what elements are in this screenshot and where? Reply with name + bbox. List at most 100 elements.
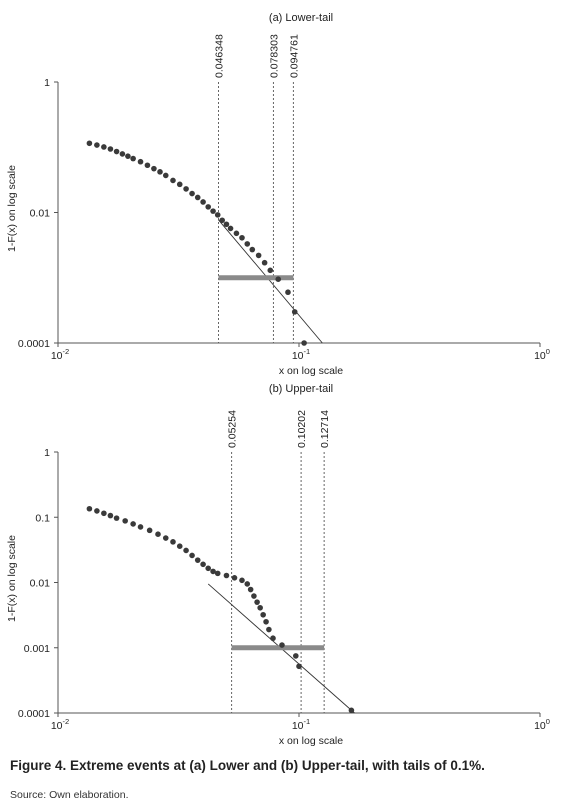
tail-band xyxy=(231,645,325,651)
data-point xyxy=(247,586,254,593)
data-point xyxy=(86,140,93,147)
x-axis-label: x on log scale xyxy=(279,365,343,377)
data-point xyxy=(155,531,161,537)
x-tick-label: 10-2 xyxy=(51,717,69,732)
data-point xyxy=(348,707,355,714)
data-point xyxy=(194,557,201,563)
y-tick-label: 0.01 xyxy=(30,208,51,220)
x-tick-label: 100 xyxy=(534,347,550,362)
data-point xyxy=(162,172,169,179)
data-point xyxy=(261,259,268,266)
data-point xyxy=(267,267,274,274)
data-point xyxy=(293,653,299,659)
data-point xyxy=(107,146,114,152)
data-point xyxy=(130,521,136,527)
data-point xyxy=(86,505,93,512)
x-tick-label: 100 xyxy=(534,717,550,732)
data-point xyxy=(205,565,212,572)
threshold-label: 0.046348 xyxy=(214,34,226,78)
data-point xyxy=(239,577,245,584)
data-point xyxy=(151,165,157,172)
data-point xyxy=(210,568,216,575)
threshold-label: 0.094761 xyxy=(288,34,300,78)
data-point xyxy=(137,524,144,530)
data-point xyxy=(227,225,234,232)
data-point xyxy=(189,190,195,197)
data-point xyxy=(223,572,230,579)
y-tick-label: 1 xyxy=(44,447,50,459)
data-point xyxy=(113,148,120,155)
data-point xyxy=(285,289,291,296)
data-point xyxy=(107,512,114,519)
data-point xyxy=(130,155,136,162)
data-point xyxy=(244,581,251,587)
data-point xyxy=(119,151,126,157)
data-point xyxy=(200,199,206,205)
x-tick-label: 10-1 xyxy=(292,347,310,362)
tail-band xyxy=(218,275,294,281)
data-point xyxy=(214,570,221,577)
chart-title: (b) Upper-tail xyxy=(269,383,333,395)
data-point xyxy=(157,169,163,175)
data-point xyxy=(255,252,262,259)
data-point xyxy=(94,508,100,514)
data-point xyxy=(270,635,276,642)
data-point xyxy=(113,515,120,521)
data-point xyxy=(200,561,206,568)
data-point xyxy=(194,194,201,201)
data-point xyxy=(244,241,251,247)
threshold-label: 0.12714 xyxy=(319,410,331,448)
data-point xyxy=(101,510,107,517)
data-point xyxy=(260,611,266,618)
data-point xyxy=(275,276,282,283)
y-tick-label: 0.0001 xyxy=(18,708,50,720)
data-point xyxy=(162,535,169,541)
data-point xyxy=(210,208,216,214)
data-point xyxy=(176,543,183,550)
y-tick-label: 0.1 xyxy=(35,512,50,524)
data-point xyxy=(146,527,153,534)
data-point xyxy=(101,144,107,150)
data-point xyxy=(219,217,225,224)
data-point xyxy=(125,153,131,159)
data-point xyxy=(266,626,272,633)
data-point xyxy=(183,186,189,192)
data-point xyxy=(254,599,260,605)
data-point xyxy=(279,642,285,648)
data-point xyxy=(263,618,269,625)
x-axis-label: x on log scale xyxy=(279,735,343,747)
x-tick-label: 10-2 xyxy=(51,347,69,362)
data-point xyxy=(223,221,230,228)
data-point xyxy=(301,340,307,346)
data-point xyxy=(183,547,189,554)
data-point xyxy=(94,142,100,148)
threshold-label: 0.10202 xyxy=(296,410,308,448)
data-point xyxy=(170,539,176,545)
data-point xyxy=(257,604,263,611)
y-tick-label: 0.001 xyxy=(24,643,50,655)
y-tick-label: 0.0001 xyxy=(18,338,50,350)
data-point xyxy=(205,204,212,210)
fit-line xyxy=(218,219,323,344)
y-axis-label: 1-F(x) on log scale xyxy=(6,535,18,622)
figure-source: Source: Own elaboration. xyxy=(10,789,129,801)
data-point xyxy=(291,309,298,315)
data-point xyxy=(122,518,128,524)
data-point xyxy=(214,212,221,218)
data-point xyxy=(296,663,302,670)
data-point xyxy=(176,181,183,188)
data-point xyxy=(231,575,238,581)
threshold-label: 0.078303 xyxy=(268,34,280,78)
y-tick-label: 0.01 xyxy=(30,578,51,590)
threshold-label: 0.05254 xyxy=(227,410,239,448)
data-point xyxy=(137,158,144,165)
y-axis-label: 1-F(x) on log scale xyxy=(6,165,18,252)
figure-caption: Figure 4. Extreme events at (a) Lower an… xyxy=(10,758,485,773)
data-point xyxy=(233,230,240,237)
data-point xyxy=(144,162,151,169)
data-point xyxy=(249,246,256,253)
x-tick-label: 10-1 xyxy=(292,717,310,732)
